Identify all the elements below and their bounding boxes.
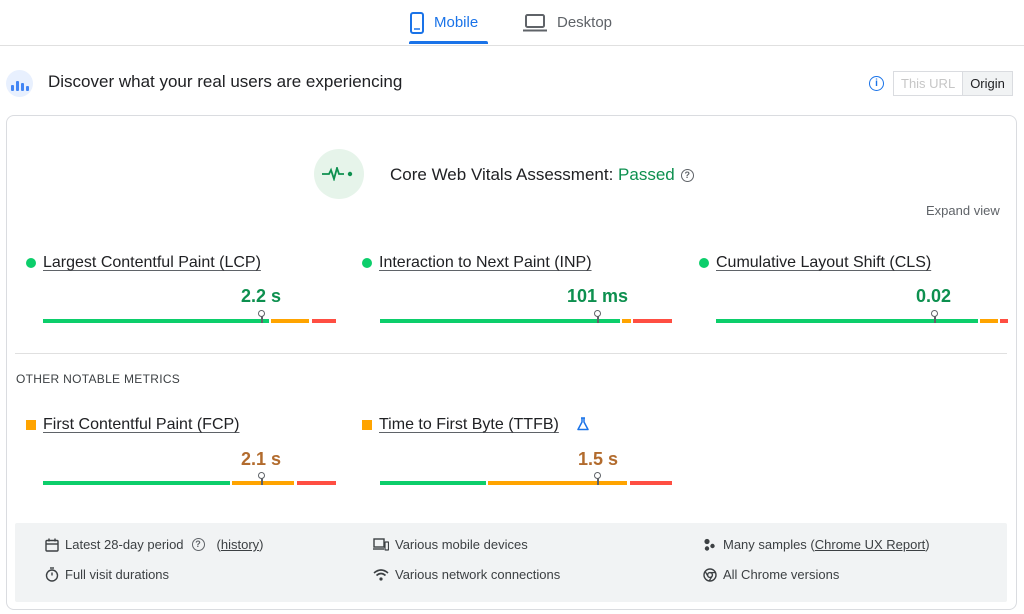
good-status-dot [362, 258, 372, 268]
metric-lcp-title[interactable]: Largest Contentful Paint (LCP) [43, 254, 261, 271]
tab-mobile[interactable]: Mobile [410, 0, 478, 45]
needs-improvement-segment [232, 481, 294, 485]
samples-info: Many samples (Chrome UX Report) [703, 537, 930, 552]
other-metrics-heading: OTHER NOTABLE METRICS [16, 372, 181, 386]
needs-improvement-square [362, 420, 372, 430]
poor-segment [312, 319, 336, 323]
network-info: Various network connections [373, 567, 560, 582]
chrome-label: All Chrome versions [723, 567, 840, 582]
info-icon[interactable]: i [869, 76, 884, 91]
needs-improvement-segment [271, 319, 309, 323]
assessment-label: Core Web Vitals Assessment: [390, 165, 614, 184]
chrome-info: All Chrome versions [703, 567, 839, 582]
poor-segment [633, 319, 672, 323]
good-segment [43, 481, 230, 485]
good-segment [43, 319, 269, 323]
metric-lcp-value: 2.2 s [241, 286, 282, 306]
chrome-icon [703, 567, 717, 582]
history-link-wrapper: (history) [216, 537, 264, 552]
good-status-dot [26, 258, 36, 268]
page-title: Discover what your real users are experi… [48, 72, 403, 91]
metric-cls-distribution-bar [716, 310, 1008, 323]
device-tabs: Mobile Desktop [0, 0, 1024, 46]
metric-inp-value: 101 ms [567, 286, 629, 306]
metric-ttfb-distribution-bar [380, 472, 672, 485]
good-segment [716, 319, 978, 323]
metric-fcp-title[interactable]: First Contentful Paint (FCP) [43, 416, 240, 433]
active-tab-indicator [409, 41, 488, 44]
help-icon[interactable]: ? [191, 538, 205, 551]
assessment-heading: Core Web Vitals Assessment: Passed? [390, 165, 694, 185]
devices-info: Various mobile devices [373, 537, 528, 552]
history-link[interactable]: history [220, 537, 260, 552]
smartphone-icon [410, 11, 424, 34]
metric-cls-title[interactable]: Cumulative Layout Shift (CLS) [716, 254, 932, 271]
help-icon[interactable]: ? [680, 169, 694, 182]
metric-cls-value: 0.02 [916, 286, 952, 306]
good-status-dot [699, 258, 709, 268]
section-divider [15, 353, 1007, 354]
url-origin-toggle: This URL Origin [893, 71, 1013, 96]
chrome-ux-report-link[interactable]: Chrome UX Report [814, 537, 926, 552]
calendar-icon [45, 538, 59, 552]
needs-improvement-segment [488, 481, 627, 485]
laptop-icon [523, 13, 547, 31]
tab-mobile-label: Mobile [434, 14, 479, 31]
poor-segment [630, 481, 672, 485]
samples-prefix: Many samples ( [723, 537, 815, 552]
needs-improvement-segment [980, 319, 998, 323]
needs-improvement-square [26, 420, 36, 430]
poor-segment [297, 481, 336, 485]
period-info: Latest 28-day period ? (history) [45, 537, 264, 552]
data-info-footer [15, 523, 1007, 602]
samples-suffix: ) [925, 537, 930, 552]
metric-inp-title[interactable]: Interaction to Next Paint (INP) [379, 254, 592, 271]
metric-fcp-value: 2.1 s [241, 449, 282, 469]
metric-ttfb-title[interactable]: Time to First Byte (TTFB) [379, 416, 559, 433]
durations-info: Full visit durations [45, 567, 169, 582]
good-segment [380, 319, 620, 323]
origin-button[interactable]: Origin [962, 72, 1012, 95]
wifi-icon [373, 569, 389, 581]
metric-lcp-distribution-bar [43, 310, 336, 323]
stopwatch-icon [45, 567, 59, 582]
good-segment [380, 481, 486, 485]
experimental-flask-icon [577, 417, 589, 431]
metric-fcp-distribution-bar [43, 472, 336, 485]
users-icon [704, 538, 715, 551]
vitals-pulse-icon [314, 149, 364, 199]
devices-icon [373, 538, 389, 551]
tab-desktop-label: Desktop [557, 14, 613, 31]
metric-ttfb-value: 1.5 s [578, 449, 619, 469]
samples-text: Many samples (Chrome UX Report) [723, 537, 930, 552]
poor-segment [1000, 319, 1008, 323]
this-url-button[interactable]: This URL [894, 72, 963, 95]
tab-desktop[interactable]: Desktop [523, 0, 612, 45]
devices-label: Various mobile devices [395, 537, 528, 552]
crux-icon [6, 70, 33, 97]
metric-inp-distribution-bar [380, 310, 672, 323]
needs-improvement-segment [622, 319, 631, 323]
durations-label: Full visit durations [65, 567, 170, 582]
assessment-status: Passed [618, 165, 675, 184]
period-label: Latest 28-day period [65, 537, 184, 552]
expand-view-link[interactable]: Expand view [926, 203, 1000, 218]
network-label: Various network connections [395, 567, 561, 582]
